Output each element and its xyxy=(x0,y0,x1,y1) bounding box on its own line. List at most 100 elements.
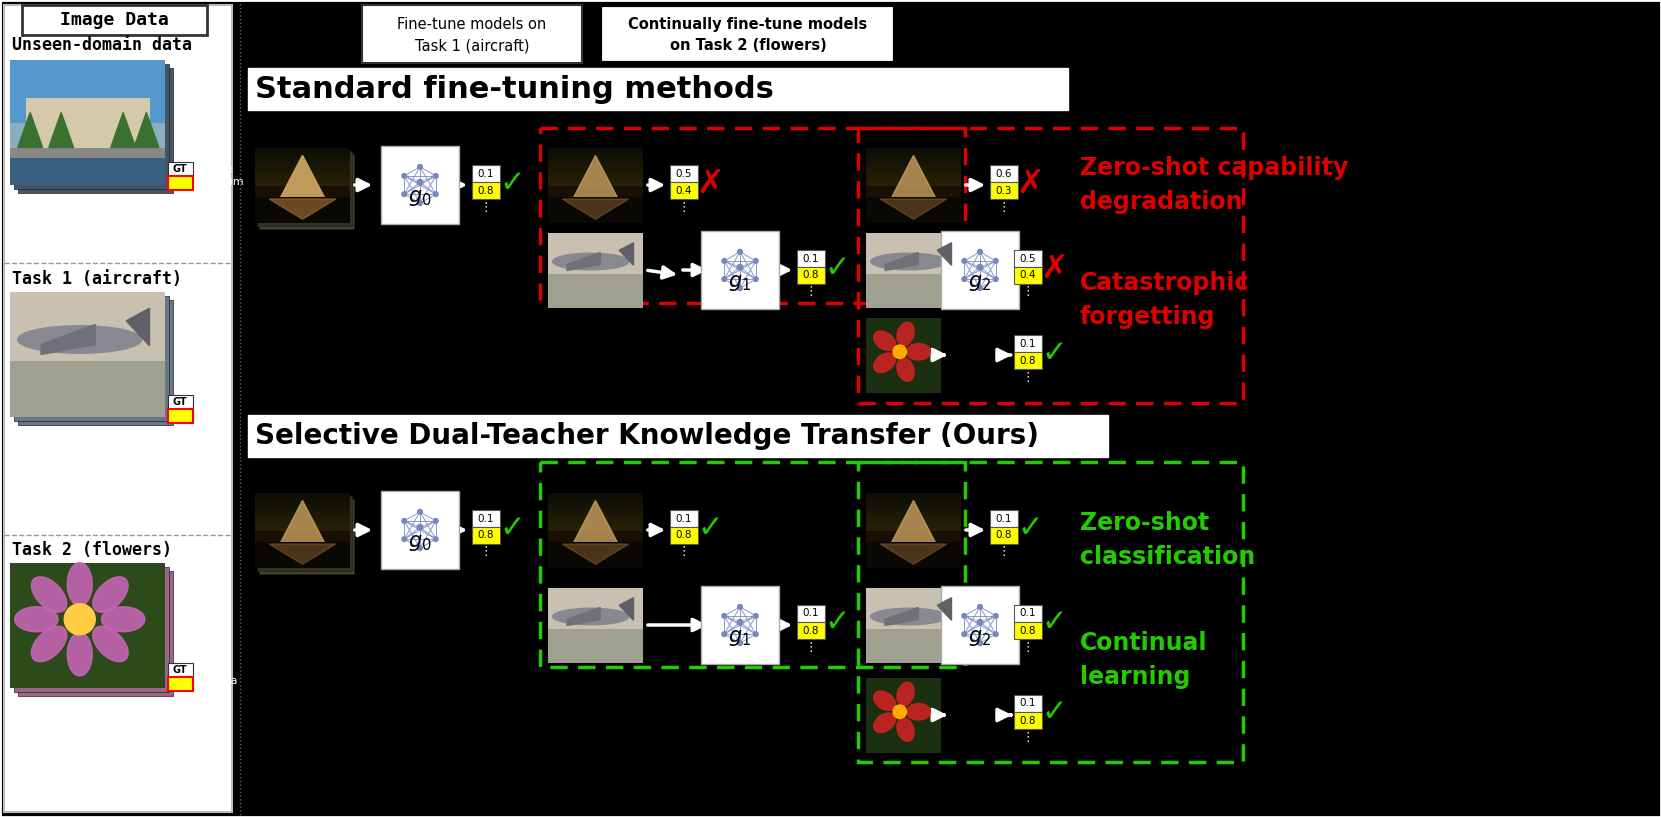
Bar xyxy=(256,183,350,185)
Text: 0.1: 0.1 xyxy=(478,168,495,178)
Bar xyxy=(548,182,643,184)
Bar xyxy=(256,180,350,182)
Bar xyxy=(256,165,350,167)
Bar xyxy=(865,525,962,527)
Text: 0.1: 0.1 xyxy=(478,514,495,524)
Bar xyxy=(10,158,164,185)
Bar xyxy=(865,177,962,179)
Bar xyxy=(472,527,500,544)
Bar xyxy=(256,160,350,162)
Bar xyxy=(256,171,350,173)
Bar xyxy=(256,152,350,154)
Polygon shape xyxy=(269,199,336,219)
Bar xyxy=(25,97,149,179)
Bar xyxy=(256,493,350,568)
Bar xyxy=(865,157,962,159)
Bar xyxy=(548,167,643,169)
Bar xyxy=(256,182,350,184)
Bar xyxy=(256,153,350,155)
Bar xyxy=(256,526,350,528)
Bar xyxy=(865,182,962,184)
Bar xyxy=(865,516,962,518)
Bar xyxy=(168,176,193,190)
Text: ⋮: ⋮ xyxy=(998,546,1010,559)
Bar xyxy=(865,505,962,507)
Bar xyxy=(797,605,826,622)
Bar xyxy=(256,158,350,160)
Bar xyxy=(548,503,643,505)
Bar xyxy=(548,172,643,174)
Bar xyxy=(256,184,350,186)
Text: ✓: ✓ xyxy=(1041,338,1066,368)
Bar xyxy=(256,151,350,153)
Bar xyxy=(865,494,962,496)
Bar xyxy=(256,164,350,166)
Bar xyxy=(865,509,962,511)
Bar xyxy=(548,629,643,663)
Bar xyxy=(865,173,962,175)
Bar xyxy=(548,163,643,165)
Ellipse shape xyxy=(18,326,141,353)
Text: 0.1: 0.1 xyxy=(1020,699,1036,708)
Bar xyxy=(865,500,962,502)
Circle shape xyxy=(402,519,407,523)
Bar xyxy=(548,165,643,167)
Bar xyxy=(10,60,164,185)
Bar xyxy=(256,163,350,165)
Ellipse shape xyxy=(15,607,58,632)
Bar xyxy=(548,153,643,155)
Bar xyxy=(256,172,350,174)
Bar xyxy=(256,162,350,164)
Bar xyxy=(548,505,643,507)
Circle shape xyxy=(417,525,424,530)
Bar xyxy=(257,496,352,571)
Bar xyxy=(865,156,962,158)
Circle shape xyxy=(993,632,998,636)
Bar xyxy=(256,174,350,176)
Polygon shape xyxy=(566,608,600,626)
Bar xyxy=(865,167,962,169)
Ellipse shape xyxy=(870,253,947,270)
Bar xyxy=(548,542,643,568)
Bar xyxy=(865,528,962,530)
Polygon shape xyxy=(269,544,336,565)
Bar xyxy=(865,178,962,180)
Bar xyxy=(256,177,350,179)
Bar xyxy=(256,508,350,510)
Bar xyxy=(865,233,962,308)
Text: Unseen-domain data: Unseen-domain data xyxy=(12,36,193,54)
Text: ⋮: ⋮ xyxy=(998,200,1010,213)
Text: ✗: ✗ xyxy=(696,167,724,199)
Text: 0.4: 0.4 xyxy=(676,185,693,195)
Bar xyxy=(256,159,350,161)
Polygon shape xyxy=(269,155,336,219)
Bar xyxy=(548,516,643,518)
Circle shape xyxy=(434,173,439,178)
Circle shape xyxy=(723,632,726,636)
Ellipse shape xyxy=(870,608,947,625)
Text: ⋮: ⋮ xyxy=(1022,730,1035,743)
Bar xyxy=(548,151,643,153)
Text: ✓: ✓ xyxy=(698,514,723,542)
Bar xyxy=(256,510,350,512)
Bar xyxy=(865,169,962,171)
Bar xyxy=(256,498,350,500)
Polygon shape xyxy=(885,608,919,626)
Bar xyxy=(865,542,962,568)
Circle shape xyxy=(993,277,998,281)
Text: ✓: ✓ xyxy=(1017,514,1043,542)
Circle shape xyxy=(978,249,982,254)
Circle shape xyxy=(434,537,439,542)
Polygon shape xyxy=(620,243,633,266)
Bar xyxy=(3,5,233,812)
Polygon shape xyxy=(18,113,43,148)
Bar xyxy=(256,504,350,506)
Bar xyxy=(256,183,350,185)
Text: 0.4: 0.4 xyxy=(1020,270,1036,280)
Bar xyxy=(256,173,350,175)
Ellipse shape xyxy=(897,682,914,706)
Bar xyxy=(259,499,354,574)
Bar xyxy=(600,5,895,63)
Polygon shape xyxy=(269,155,336,219)
Bar xyxy=(865,524,962,526)
